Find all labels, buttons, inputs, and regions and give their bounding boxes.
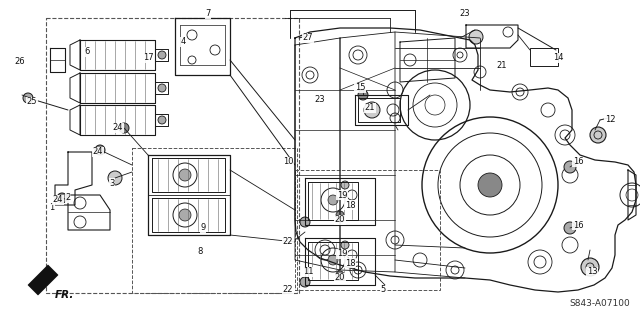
Circle shape — [57, 193, 67, 203]
Circle shape — [108, 171, 122, 185]
Text: 3: 3 — [109, 179, 115, 188]
Text: 18: 18 — [345, 201, 355, 210]
Text: 22: 22 — [283, 238, 293, 247]
Text: FR.: FR. — [55, 290, 74, 300]
Circle shape — [119, 123, 129, 133]
Circle shape — [358, 90, 368, 100]
Bar — [295, 170, 440, 290]
Text: 12: 12 — [605, 115, 615, 124]
Text: 6: 6 — [84, 48, 90, 56]
Text: 9: 9 — [200, 224, 205, 233]
Text: 19: 19 — [337, 249, 348, 258]
Circle shape — [158, 84, 166, 92]
Bar — [530, 48, 558, 66]
Text: 19: 19 — [337, 190, 348, 199]
Text: 21: 21 — [365, 103, 375, 113]
Text: 24: 24 — [93, 147, 103, 157]
Circle shape — [364, 102, 380, 118]
Text: 22: 22 — [283, 286, 293, 294]
Text: 27: 27 — [303, 33, 314, 42]
Circle shape — [158, 51, 166, 59]
Text: 17: 17 — [143, 54, 154, 63]
Circle shape — [179, 169, 191, 181]
Circle shape — [158, 116, 166, 124]
Text: 4: 4 — [180, 38, 186, 47]
Text: 8: 8 — [197, 248, 203, 256]
Circle shape — [23, 93, 33, 103]
Text: 16: 16 — [573, 220, 583, 229]
Circle shape — [581, 258, 599, 276]
Text: 20: 20 — [335, 273, 345, 283]
Circle shape — [300, 217, 310, 227]
Text: 10: 10 — [283, 158, 293, 167]
Text: 26: 26 — [15, 57, 26, 66]
Bar — [46, 18, 299, 293]
Text: 23: 23 — [460, 10, 470, 19]
Circle shape — [328, 195, 338, 205]
Text: 15: 15 — [355, 84, 365, 93]
Circle shape — [300, 277, 310, 287]
Circle shape — [341, 181, 349, 189]
Circle shape — [590, 127, 606, 143]
Text: 5: 5 — [380, 286, 386, 294]
Circle shape — [95, 145, 105, 155]
Text: 14: 14 — [553, 54, 563, 63]
Text: 13: 13 — [587, 268, 597, 277]
Text: 24: 24 — [113, 123, 124, 132]
Text: 2: 2 — [65, 194, 70, 203]
Circle shape — [336, 271, 344, 279]
Text: 23: 23 — [315, 95, 325, 105]
Text: 11: 11 — [303, 268, 313, 277]
Text: 20: 20 — [335, 216, 345, 225]
Circle shape — [564, 161, 576, 173]
Circle shape — [478, 173, 502, 197]
Text: S843-A07100: S843-A07100 — [569, 299, 630, 308]
Polygon shape — [28, 265, 58, 295]
Circle shape — [564, 222, 576, 234]
Circle shape — [341, 241, 349, 249]
Circle shape — [328, 255, 338, 265]
Circle shape — [179, 209, 191, 221]
Text: 25: 25 — [27, 98, 37, 107]
Text: 16: 16 — [573, 158, 583, 167]
Text: 24: 24 — [52, 196, 63, 204]
Text: 7: 7 — [205, 10, 211, 19]
Bar — [132, 148, 297, 293]
Circle shape — [469, 30, 483, 44]
Text: 1: 1 — [49, 203, 54, 211]
Text: 18: 18 — [345, 258, 355, 268]
Circle shape — [336, 211, 344, 219]
Text: 21: 21 — [497, 61, 508, 70]
